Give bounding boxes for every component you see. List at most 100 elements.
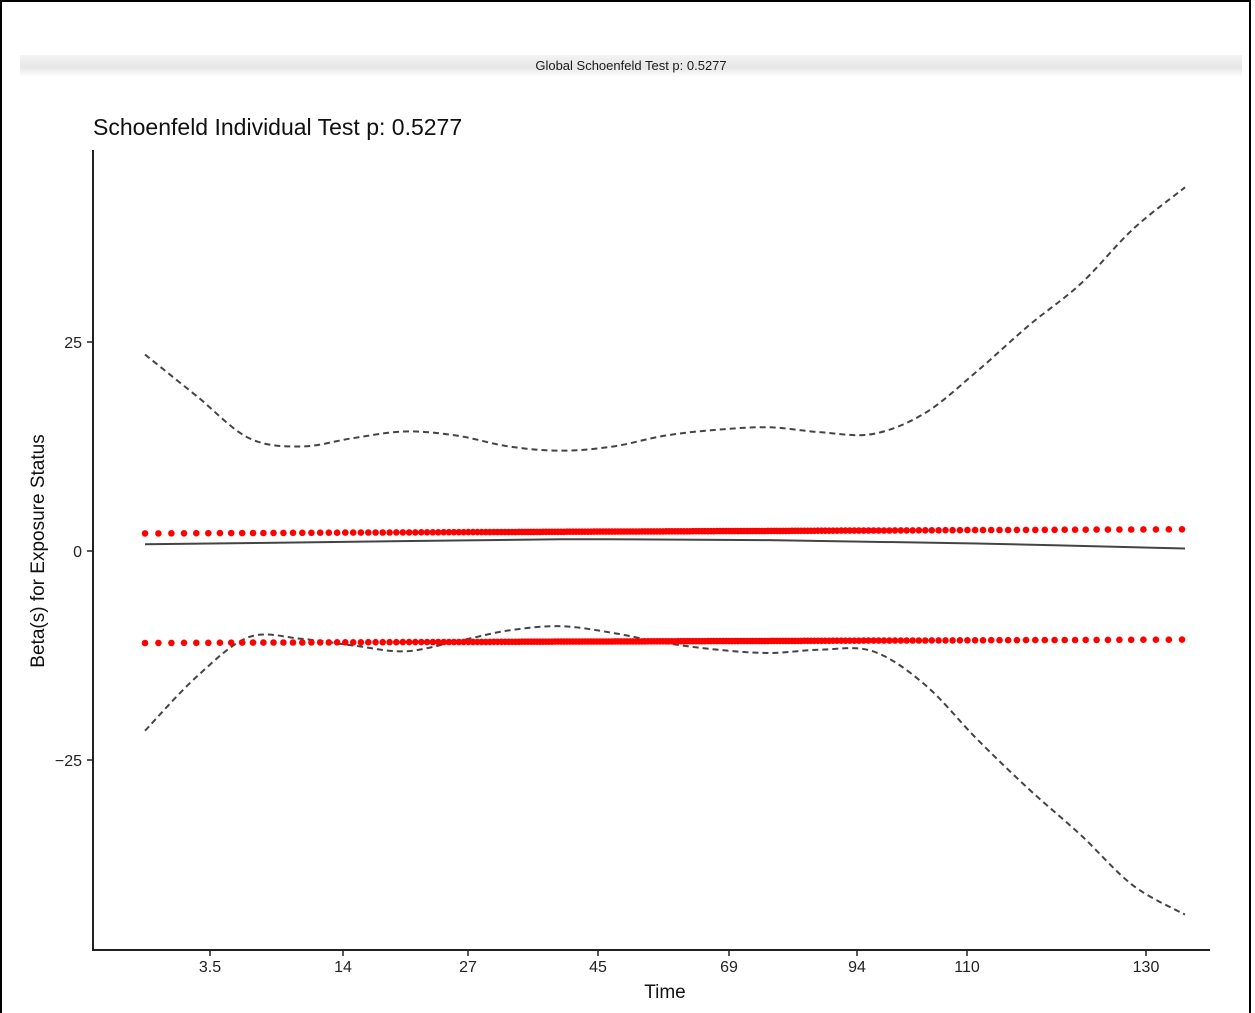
- residuals-lower-point: [1140, 636, 1147, 643]
- residuals-lower-point: [1013, 636, 1021, 644]
- residuals-upper-point: [851, 527, 858, 534]
- residuals-lower-point: [1165, 636, 1173, 643]
- residuals-upper-point: [299, 529, 306, 537]
- residuals-lower-point: [455, 638, 463, 646]
- residuals-lower-point: [180, 639, 188, 647]
- residuals-upper-point: [979, 526, 987, 534]
- residuals-lower-point: [860, 637, 867, 644]
- residuals-lower-point: [870, 637, 877, 644]
- residuals-upper-point: [870, 527, 877, 534]
- residuals-lower-point: [429, 638, 437, 646]
- residuals-upper-point: [465, 528, 472, 536]
- x-tick-label: 69: [720, 959, 738, 976]
- residuals-upper-point: [928, 527, 936, 534]
- residuals-upper-point: [891, 527, 899, 534]
- residuals-upper-point: [405, 529, 413, 536]
- residuals-upper-point: [423, 529, 431, 536]
- residuals-lower-point: [1071, 636, 1079, 644]
- residuals-lower-point: [1116, 636, 1123, 644]
- residuals-lower-point: [935, 637, 942, 644]
- x-tick-label: 110: [954, 959, 980, 976]
- residuals-upper-point: [412, 529, 419, 536]
- x-axis-label: Time: [644, 982, 686, 1003]
- residuals-lower-point: [316, 639, 324, 646]
- residuals-upper-point: [379, 529, 387, 536]
- residuals-upper-point: [342, 529, 349, 536]
- residuals-lower-point: [1041, 636, 1049, 644]
- residuals-lower-point: [193, 639, 200, 647]
- residuals-lower-point: [168, 639, 175, 647]
- residuals-upper-point: [289, 529, 297, 537]
- residuals-upper-point: [141, 530, 149, 537]
- residuals-lower-point: [365, 638, 372, 646]
- residuals-upper-point: [1061, 526, 1068, 533]
- residuals-lower-point: [325, 639, 333, 646]
- residuals-upper-point: [333, 529, 341, 536]
- residuals-upper-point: [1051, 526, 1058, 534]
- residuals-upper-point: [227, 529, 235, 537]
- residuals-lower-point: [372, 638, 379, 646]
- residuals-upper-point: [168, 530, 175, 537]
- residuals-lower-point: [349, 639, 357, 646]
- residuals-lower-point: [399, 638, 407, 646]
- residuals-upper-point: [316, 529, 324, 536]
- residuals-lower-point: [891, 637, 899, 644]
- residuals-lower-point: [1022, 636, 1030, 644]
- residuals-upper-point: [1013, 526, 1021, 534]
- residuals-upper-point: [216, 529, 224, 537]
- y-tick-label: 0: [73, 544, 82, 561]
- residuals-upper-point: [880, 527, 888, 534]
- residuals-upper-point: [875, 527, 882, 534]
- residuals-upper-point: [886, 527, 893, 534]
- residuals-upper-point: [155, 530, 162, 537]
- residuals-upper-point: [249, 529, 257, 537]
- residuals-upper-point: [460, 528, 468, 536]
- residuals-lower-point: [915, 637, 923, 644]
- residuals-lower-point: [865, 637, 872, 644]
- residuals-lower-point: [979, 637, 987, 644]
- residuals-lower-point: [465, 638, 472, 646]
- residuals-lower-point: [1061, 636, 1068, 644]
- residuals-upper-point: [325, 529, 333, 536]
- residuals-lower-point: [909, 637, 916, 644]
- residuals-lower-point: [333, 639, 341, 646]
- residuals-lower-point: [1004, 636, 1012, 644]
- chart-title: Schoenfeld Individual Test p: 0.5277: [93, 114, 462, 140]
- residuals-lower-point: [405, 638, 413, 646]
- residuals-lower-point: [1032, 636, 1039, 644]
- lower-band-line: [144, 625, 1186, 916]
- residuals-lower-point: [996, 636, 1003, 644]
- residuals-upper-point: [1022, 526, 1030, 534]
- residuals-lower-point: [922, 637, 929, 644]
- x-tick-label: 14: [334, 959, 352, 976]
- residuals-upper-point: [1041, 526, 1049, 534]
- residuals-upper-point: [1140, 526, 1147, 533]
- residuals-lower-point: [1104, 636, 1112, 644]
- residuals-upper-point: [349, 529, 357, 536]
- residuals-upper-point: [308, 529, 315, 537]
- residuals-lower-point: [227, 639, 235, 646]
- residuals-upper-point: [440, 528, 448, 536]
- residuals-upper-point: [922, 527, 929, 534]
- residuals-lower-point: [971, 637, 979, 644]
- residuals-upper-point: [372, 529, 379, 536]
- residuals-upper-point: [1127, 526, 1135, 533]
- residuals-lower-point: [141, 639, 149, 647]
- residuals-upper-point: [1152, 526, 1160, 533]
- residuals-upper-point: [1032, 526, 1039, 534]
- residuals-upper-point: [996, 526, 1003, 534]
- residuals-upper-point: [909, 527, 916, 534]
- residuals-lower-point: [379, 638, 387, 646]
- residuals-upper-point: [365, 529, 372, 536]
- residuals-lower-point: [886, 637, 893, 644]
- residuals-lower-point: [964, 637, 971, 644]
- residuals-upper-point: [357, 529, 365, 536]
- residuals-lower-point: [450, 638, 458, 646]
- residuals-lower-point: [155, 639, 162, 647]
- x-tick-label: 3.5: [199, 959, 221, 976]
- global-test-strip: [20, 55, 1242, 77]
- residuals-lower-point: [460, 638, 468, 646]
- fit-line: [144, 538, 1186, 550]
- residuals-lower-point: [875, 637, 882, 644]
